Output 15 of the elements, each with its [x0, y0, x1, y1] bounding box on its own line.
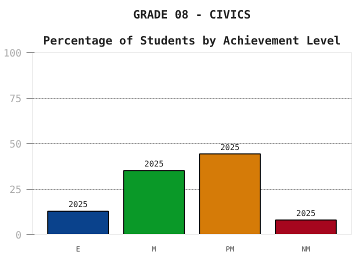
- y-tick-label: 75: [9, 94, 22, 105]
- y-tick-label: 25: [9, 185, 22, 196]
- bar: [275, 219, 337, 234]
- series-label: 2025: [68, 200, 88, 210]
- y-tick-label: 0: [15, 230, 22, 242]
- y-tick-label: 100: [3, 48, 22, 60]
- bar: [199, 153, 261, 234]
- text: 2025: [144, 160, 164, 169]
- bar: [123, 170, 185, 234]
- chart-subtitle: Percentage of Students by Achievement Level: [43, 34, 341, 48]
- text: 2025: [220, 142, 240, 152]
- bar: [47, 210, 109, 234]
- text: 2025: [296, 208, 316, 218]
- chart-title: GRADE 08 - CIVICS: [133, 8, 251, 22]
- y-tick-label: 50: [9, 140, 22, 150]
